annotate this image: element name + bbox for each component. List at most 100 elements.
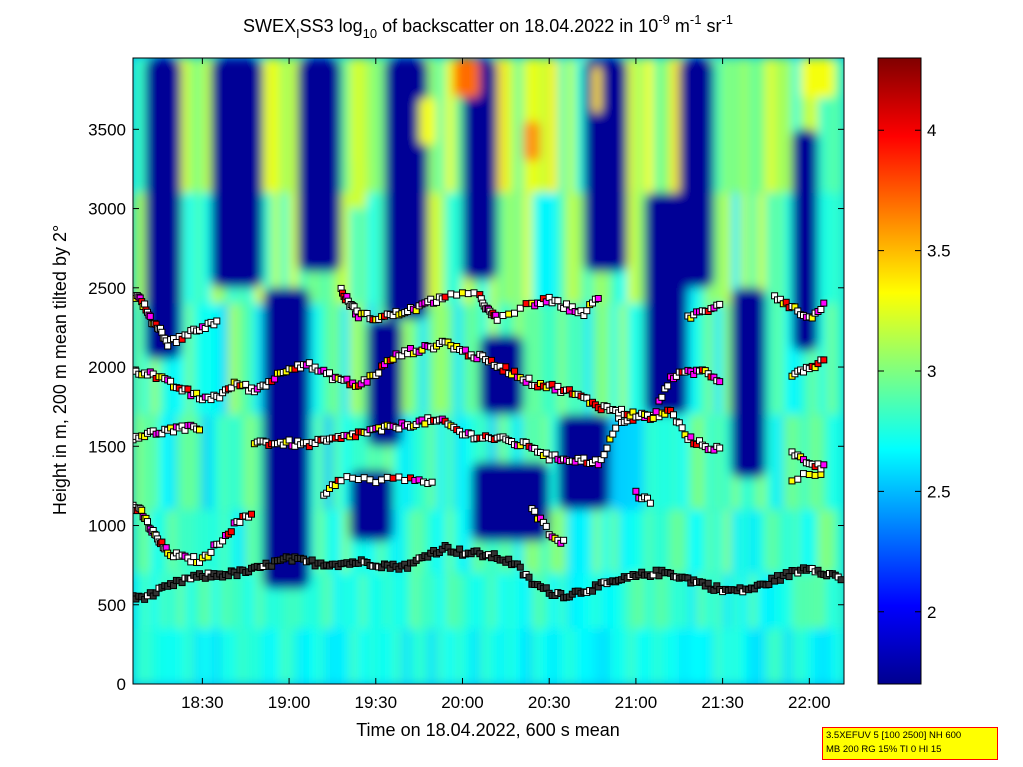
heat-cell	[575, 58, 585, 193]
heat-cell	[766, 414, 776, 510]
heat-cell	[202, 509, 213, 574]
heatmap-plot	[133, 58, 844, 684]
layer-marker	[227, 384, 235, 392]
heat-cell	[445, 628, 455, 684]
heat-cell	[462, 573, 473, 629]
heat-cell	[549, 192, 559, 304]
layer-marker	[652, 408, 660, 416]
layer-marker	[441, 293, 449, 301]
heat-cell	[627, 628, 637, 684]
heat-cell	[436, 58, 447, 193]
heat-cell	[766, 58, 776, 193]
heat-cell	[549, 58, 559, 193]
layer-marker	[343, 473, 351, 481]
layer-marker	[146, 312, 154, 320]
layer-marker	[554, 382, 562, 390]
heat-cell	[349, 573, 360, 629]
heat-cell	[800, 628, 811, 684]
layer-marker	[493, 316, 501, 324]
heat-cell	[133, 303, 143, 415]
heat-cell	[228, 573, 239, 629]
heat-cell	[653, 414, 663, 510]
heat-cell	[237, 414, 247, 510]
high-signal-region	[800, 58, 836, 98]
heat-cell	[141, 414, 152, 510]
heat-cell	[618, 414, 629, 510]
heat-cell	[315, 414, 325, 510]
heat-cell	[731, 573, 741, 629]
heat-cell	[133, 509, 143, 574]
heat-cell	[835, 628, 844, 684]
heat-cell	[514, 628, 525, 684]
low-signal-region	[471, 462, 550, 542]
heat-cell	[505, 509, 516, 574]
heat-cell	[670, 628, 681, 684]
heat-cell	[774, 58, 785, 193]
heat-cell	[228, 628, 239, 684]
layer-marker	[525, 374, 533, 382]
y-tick-label: 1500	[88, 437, 126, 456]
heat-cell	[696, 573, 707, 629]
heat-cell	[583, 628, 594, 684]
heat-cell	[141, 509, 152, 574]
layer-marker	[516, 304, 524, 312]
heat-cell	[757, 573, 767, 629]
colorbar-tick-label: 3.5	[927, 242, 951, 261]
heat-cell	[575, 192, 585, 304]
heat-cell	[635, 58, 646, 193]
heat-cell	[531, 509, 542, 574]
heat-cell	[766, 303, 776, 415]
heat-cell	[141, 628, 152, 684]
heat-cell	[557, 192, 568, 304]
heat-cell	[349, 628, 360, 684]
heat-cell	[254, 628, 265, 684]
layer-marker	[800, 470, 807, 478]
heat-cell	[722, 573, 733, 629]
heat-cell	[531, 573, 542, 629]
heat-cell	[150, 573, 160, 629]
heat-cell	[740, 509, 750, 574]
heat-cell	[315, 573, 325, 629]
heat-cell	[618, 509, 629, 574]
heat-cell	[479, 628, 490, 684]
heat-cell	[592, 573, 603, 629]
heat-cell	[601, 509, 611, 574]
layer-marker	[207, 548, 215, 556]
heat-cell	[341, 414, 351, 510]
heat-cell	[722, 628, 733, 684]
heat-cell	[766, 573, 776, 629]
heat-cell	[315, 628, 325, 684]
low-signal-region	[479, 335, 524, 415]
heat-cell	[826, 628, 837, 684]
heat-cell	[375, 573, 386, 629]
heat-cell	[271, 628, 282, 684]
heat-cell	[740, 573, 750, 629]
layer-marker	[366, 476, 374, 484]
heat-cell	[419, 303, 429, 415]
heat-cell	[575, 573, 585, 629]
heat-cell	[479, 573, 490, 629]
heat-cell	[644, 414, 655, 510]
heat-cell	[211, 573, 221, 629]
heat-cell	[289, 628, 299, 684]
heat-cell	[367, 414, 377, 510]
heat-cell	[800, 58, 811, 193]
heat-cell	[375, 628, 386, 684]
heat-cell	[289, 58, 299, 193]
heat-cell	[731, 628, 741, 684]
heat-cell	[679, 509, 689, 574]
x-tick-label: 21:00	[615, 693, 658, 712]
heat-cell	[722, 58, 733, 193]
colorbar-tick-label: 2.5	[927, 482, 951, 501]
heat-cell	[601, 628, 611, 684]
heat-cell	[228, 509, 239, 574]
heat-cell	[661, 509, 672, 574]
heat-cell	[254, 303, 265, 415]
heat-cell	[453, 414, 464, 510]
heat-cell	[289, 192, 299, 304]
heat-cell	[783, 303, 793, 415]
heat-cell	[766, 192, 776, 304]
layer-marker	[285, 436, 293, 444]
heat-cell	[471, 414, 481, 510]
heat-cell	[150, 414, 160, 510]
